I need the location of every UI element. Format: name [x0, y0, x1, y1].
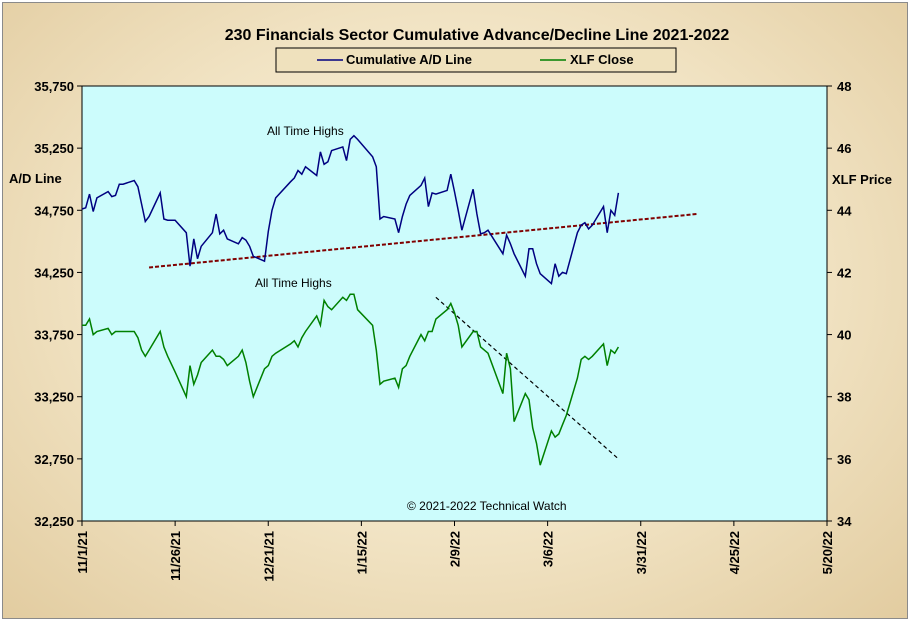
y2-tick-label: 36	[837, 452, 851, 467]
chart: 230 Financials Sector Cumulative Advance…	[9, 27, 892, 582]
x-tick-label: 3/6/22	[541, 531, 556, 567]
y-tick-label: 32,250	[34, 514, 74, 529]
chart-title: 230 Financials Sector Cumulative Advance…	[225, 27, 730, 44]
y-tick-label: 32,750	[34, 452, 74, 467]
y-tick-label: 35,750	[34, 79, 74, 94]
y2-tick-label: 34	[837, 514, 852, 529]
y-tick-label: 35,250	[34, 141, 74, 156]
legend-label-ad: Cumulative A/D Line	[346, 52, 472, 67]
plot-area	[81, 85, 828, 522]
xlf-trendline	[435, 296, 619, 460]
y2-tick-label: 44	[837, 203, 852, 218]
xlf-close-series	[82, 293, 620, 466]
x-tick-label: 12/21/21	[261, 531, 276, 582]
y2-tick-label: 42	[837, 265, 851, 280]
y2-axis-label: XLF Price	[832, 172, 892, 187]
annotation-ad-all-time-highs: All Time Highs	[267, 124, 344, 138]
ad-line-series	[81, 134, 620, 286]
x-tick-label: 11/1/21	[75, 531, 90, 574]
x-tick-label: 4/25/22	[727, 531, 742, 574]
x-tick-label: 5/20/22	[820, 531, 835, 574]
x-tick-label: 11/26/21	[168, 531, 183, 581]
y2-tick-label: 38	[837, 390, 851, 405]
legend: Cumulative A/D Line XLF Close	[275, 47, 677, 73]
y2-tick-label: 40	[837, 328, 851, 343]
x-tick-label: 3/31/22	[634, 531, 649, 574]
y-tick-label: 34,750	[34, 203, 74, 218]
y2-tick-label: 46	[837, 141, 851, 156]
legend-label-xlf: XLF Close	[570, 52, 634, 67]
y2-tick-label: 48	[837, 79, 851, 94]
annotation-xlf-all-time-highs: All Time Highs	[255, 276, 332, 290]
y-tick-label: 33,250	[34, 390, 74, 405]
x-tick-label: 1/15/22	[354, 531, 369, 574]
y-tick-label: 33,750	[34, 328, 74, 343]
copyright-text: © 2021-2022 Technical Watch	[407, 499, 567, 513]
y-tick-label: 34,250	[34, 265, 74, 280]
x-tick-label: 2/9/22	[448, 531, 463, 567]
y-axis-label: A/D Line	[9, 171, 62, 186]
